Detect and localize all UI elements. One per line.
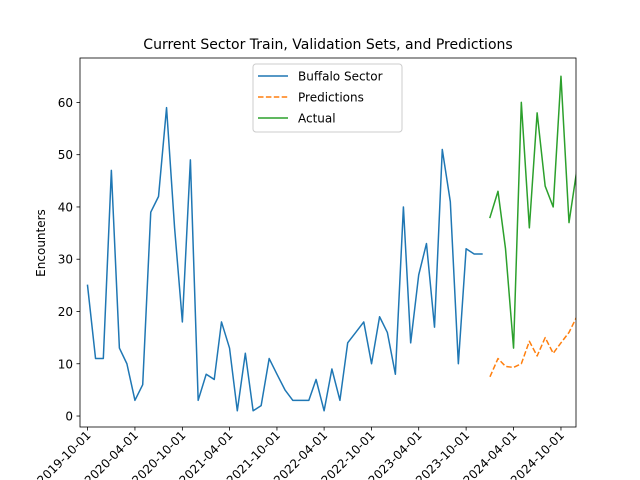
y-tick-label: 30	[58, 253, 73, 267]
series-line-1	[489, 316, 576, 378]
plot-frame	[79, 57, 577, 428]
x-axis: 2019-10-012020-04-012020-10-012021-04-01…	[34, 427, 567, 480]
legend-box	[252, 63, 403, 133]
legend-label-1: Predictions	[298, 91, 364, 105]
y-tick-label: 20	[58, 305, 73, 319]
x-tick-label: 2019-10-01	[34, 428, 93, 480]
series-line-0	[86, 106, 483, 412]
y-tick-label: 50	[58, 148, 73, 162]
legend-label-0: Buffalo Sector	[298, 70, 383, 84]
y-tick-label: 0	[65, 410, 73, 424]
series-line-2	[489, 75, 576, 349]
chart-title: Current Sector Train, Validation Sets, a…	[143, 37, 512, 53]
y-tick-label: 40	[58, 200, 73, 214]
legend: Buffalo Sector Predictions Actual	[252, 63, 403, 133]
y-tick-label: 60	[58, 96, 73, 110]
y-tick-label: 10	[58, 357, 73, 371]
series-layer	[86, 75, 576, 412]
y-axis-label: Encounters	[34, 209, 48, 277]
y-axis: 0 10 20 30 40 50 60	[58, 96, 80, 424]
legend-label-2: Actual	[298, 112, 336, 126]
